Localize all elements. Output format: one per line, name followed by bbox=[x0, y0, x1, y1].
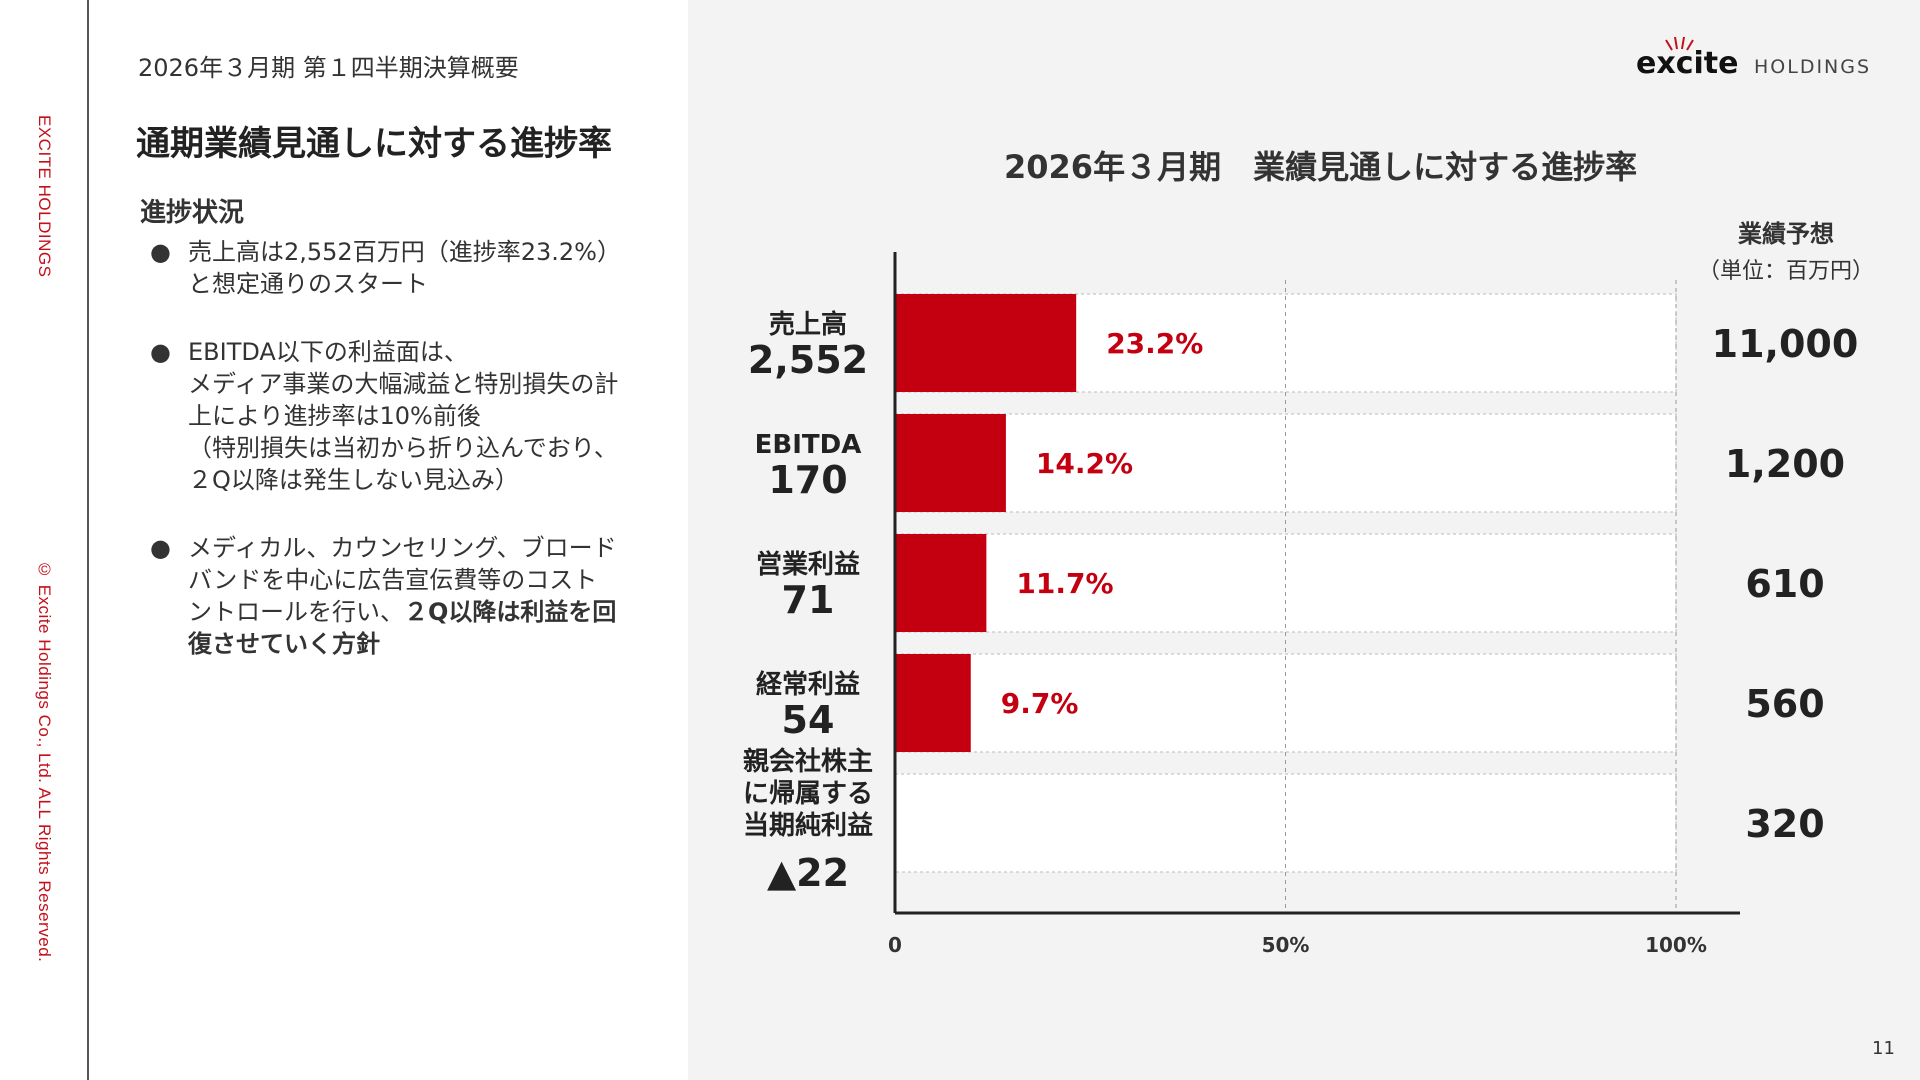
category-actual-value: 2,552 bbox=[748, 338, 868, 382]
category-label: に帰属する bbox=[743, 779, 873, 809]
document-subtitle: 2026年３月期 第１四半期決算概要 bbox=[138, 54, 519, 82]
bullet-text-line: バンドを中心に広告宣伝費等のコスト bbox=[188, 566, 598, 594]
x-tick-label: 0 bbox=[888, 933, 902, 957]
category-label: 経常利益 bbox=[756, 669, 860, 700]
x-tick-label: 50% bbox=[1262, 933, 1310, 957]
row-track bbox=[894, 653, 1677, 753]
category-actual-value: 71 bbox=[782, 578, 835, 622]
row-track bbox=[894, 413, 1677, 513]
excite-holdings-logo: excite HOLDINGS bbox=[1632, 36, 1882, 82]
category-actual-value: 170 bbox=[768, 458, 847, 502]
forecast-value: 11,000 bbox=[1712, 322, 1859, 366]
bullet-dot-icon: ● bbox=[150, 238, 171, 266]
bullet-text-line: メディア事業の大幅減益と特別損失の計 bbox=[188, 370, 619, 398]
bullet-dot-icon: ● bbox=[150, 338, 171, 366]
category-label: EBITDA bbox=[755, 430, 862, 460]
forecast-unit: （単位：百万円） bbox=[1697, 259, 1874, 284]
category-actual-value: 54 bbox=[782, 698, 835, 742]
forecast-value: 320 bbox=[1745, 802, 1824, 846]
bullet-text-line: EBITDA以下の利益面は、 bbox=[188, 338, 468, 366]
bullet-text-line: ２Q以降は発生しない見込み） bbox=[188, 466, 519, 494]
bullet-text-line: 上により進捗率は10%前後 bbox=[188, 402, 481, 430]
logo-wordmark: excite bbox=[1636, 46, 1739, 81]
forecast-title: 業績予想 bbox=[1738, 220, 1834, 248]
bullet-text-line: ントロールを行い、２Q以降は利益を回 bbox=[188, 596, 680, 628]
row-track bbox=[894, 533, 1677, 633]
bullet-item-1: ● 売上高は2,552百万円（進捗率23.2%） と想定通りのスタート bbox=[140, 236, 680, 300]
progress-bar bbox=[895, 294, 1077, 392]
brand-vertical-text: EXCITE HOLDINGS bbox=[35, 115, 54, 278]
row-track bbox=[894, 773, 1677, 873]
bullet-text-line: （特別損失は当初から折り込んでおり、 bbox=[188, 434, 618, 462]
category-label: 営業利益 bbox=[756, 550, 860, 580]
category-actual-value: ▲22 bbox=[767, 851, 849, 895]
category-label: 当期純利益 bbox=[743, 810, 873, 841]
progress-bar bbox=[895, 414, 1006, 512]
forecast-value: 560 bbox=[1745, 682, 1824, 726]
page-number: 11 bbox=[1872, 1038, 1895, 1059]
progress-bar bbox=[895, 534, 987, 632]
bullet-text-line: と想定通りのスタート bbox=[188, 270, 428, 298]
bullet-text-line: 売上高は2,552百万円（進捗率23.2%） bbox=[188, 238, 621, 266]
progress-bullet-list: ● 売上高は2,552百万円（進捗率23.2%） と想定通りのスタート ● EB… bbox=[140, 236, 680, 696]
bullet-item-3: ● メディカル、カウンセリング、ブロード バンドを中心に広告宣伝費等のコスト ン… bbox=[140, 532, 680, 660]
category-label: 親会社株主 bbox=[743, 746, 873, 777]
chart-title: 2026年３月期 業績見通しに対する進捗率 bbox=[1004, 148, 1638, 186]
bullet-bold-line: 復させていく方針 bbox=[188, 630, 380, 658]
bullet-text-line: メディカル、カウンセリング、ブロード bbox=[188, 534, 617, 562]
bar-value-label: 9.7% bbox=[1001, 687, 1079, 720]
left-rail: EXCITE HOLDINGS © Excite Holdings Co., L… bbox=[0, 0, 89, 1080]
logo-holdings-text: HOLDINGS bbox=[1754, 56, 1872, 78]
bar-value-label: 11.7% bbox=[1016, 567, 1113, 600]
x-tick-label: 100% bbox=[1645, 933, 1707, 957]
forecast-value: 610 bbox=[1745, 562, 1824, 606]
progress-bar bbox=[895, 654, 971, 752]
bullet-item-2: ● EBITDA以下の利益面は、 メディア事業の大幅減益と特別損失の計 上により… bbox=[140, 336, 680, 496]
logo-rays-icon bbox=[1665, 36, 1694, 51]
bullet-bold-segment: ２Q以降は利益を回 bbox=[404, 598, 617, 626]
page-title: 通期業績見通しに対する進捗率 bbox=[136, 124, 612, 164]
forecast-value: 1,200 bbox=[1725, 442, 1845, 486]
category-label: 売上高 bbox=[769, 309, 847, 340]
bar-value-label: 14.2% bbox=[1036, 447, 1133, 480]
progress-heading: 進捗状況 bbox=[140, 198, 245, 228]
copyright-vertical-text: © Excite Holdings Co., Ltd. ALL Rights R… bbox=[35, 560, 54, 963]
bar-value-label: 23.2% bbox=[1106, 327, 1203, 360]
bullet-text-segment: ントロールを行い、 bbox=[188, 598, 404, 626]
bullet-dot-icon: ● bbox=[150, 534, 171, 562]
forecast-column-header: 業績予想 （単位：百万円） bbox=[1680, 214, 1892, 285]
